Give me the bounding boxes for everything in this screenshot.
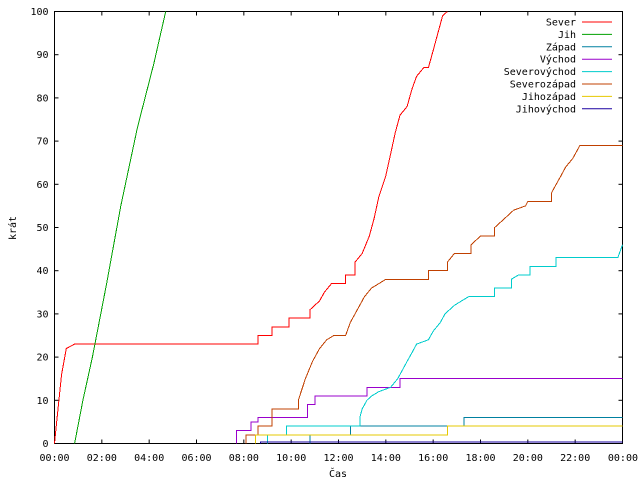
- x-tick-label: 04:00: [134, 453, 164, 464]
- legend-label-4: Východ: [540, 54, 576, 66]
- x-tick-label: 00:00: [39, 453, 69, 464]
- series-line-7: [255, 425, 623, 444]
- y-tick-label: 30: [36, 309, 48, 320]
- y-tick-label: 80: [36, 93, 48, 104]
- y-tick-label: 20: [36, 353, 48, 364]
- x-tick-label: 02:00: [87, 453, 117, 464]
- x-tick-label: 00:00: [608, 453, 638, 464]
- legend-label-2: Jih: [558, 30, 576, 41]
- y-tick-label: 50: [36, 223, 48, 234]
- x-tick-label: 18:00: [465, 453, 495, 464]
- y-tick-label: 90: [36, 50, 48, 61]
- y-tick-label: 100: [30, 7, 48, 18]
- series-line-5: [267, 244, 623, 444]
- x-tick-label: 08:00: [229, 453, 259, 464]
- x-axis: 00:00 02:00 04:00 06:00 08:00 10:00 12:00 14:00…: [39, 11, 638, 464]
- series-line-6: [245, 144, 623, 444]
- series-line-8: [259, 441, 623, 444]
- x-tick-label: 14:00: [371, 453, 401, 464]
- legend-label-5: Severovýchod: [504, 66, 576, 78]
- y-axis-label: krát: [7, 216, 19, 240]
- series-layer: [54, 11, 623, 444]
- y-tick-label: 70: [36, 137, 48, 148]
- x-tick-label: 06:00: [181, 453, 211, 464]
- legend-label-8: Jihovýchod: [516, 103, 576, 115]
- y-tick-label: 10: [36, 396, 48, 407]
- y-axis: 0 10 20 30 40 50 60 70 80 90 100: [30, 7, 623, 450]
- legend-label-6: Severozápad: [510, 79, 576, 91]
- x-tick-label: 12:00: [323, 453, 353, 464]
- x-axis-label: Čas: [329, 467, 347, 480]
- legend: SeverJihZápadVýchodSeverovýchodSeverozáp…: [504, 18, 612, 115]
- legend-label-3: Západ: [546, 41, 576, 53]
- series-line-1: [54, 11, 448, 444]
- series-line-4: [236, 378, 623, 444]
- x-tick-label: 10:00: [276, 453, 306, 464]
- y-tick-label: 0: [42, 439, 48, 450]
- y-tick-label: 60: [36, 180, 48, 191]
- series-line-2: [74, 11, 167, 444]
- legend-label-7: Jihozápad: [522, 91, 576, 103]
- x-tick-label: 16:00: [418, 453, 448, 464]
- x-tick-label: 20:00: [513, 453, 543, 464]
- legend-label-1: Sever: [546, 18, 576, 29]
- y-tick-label: 40: [36, 266, 48, 277]
- x-tick-label: 22:00: [560, 453, 590, 464]
